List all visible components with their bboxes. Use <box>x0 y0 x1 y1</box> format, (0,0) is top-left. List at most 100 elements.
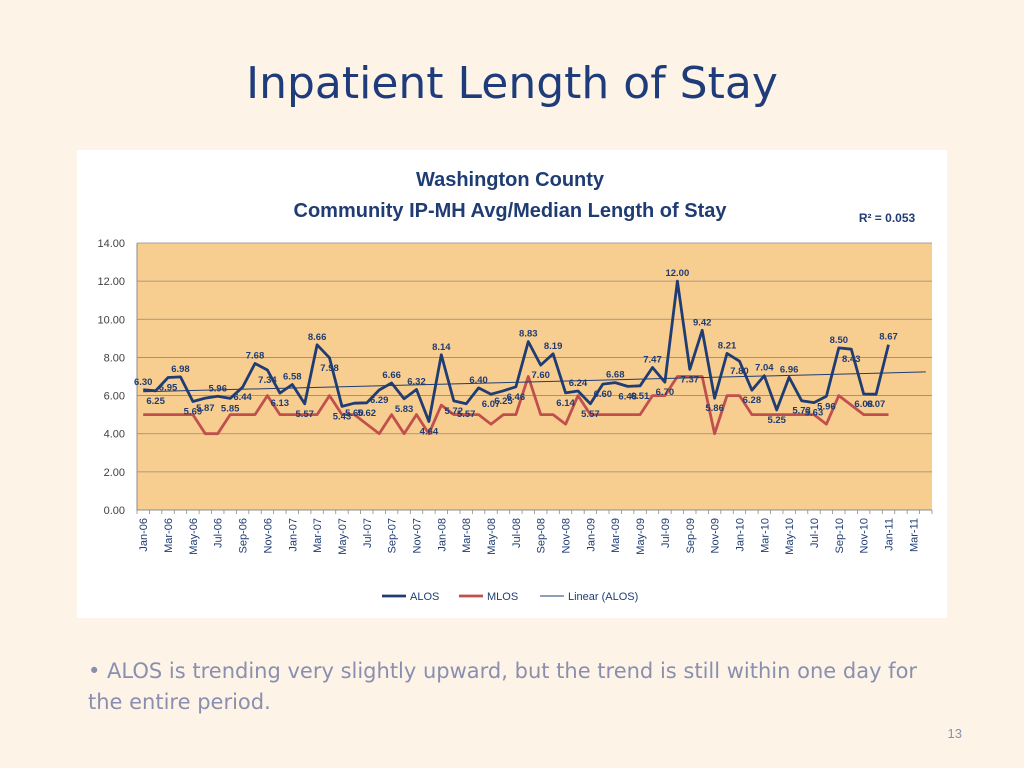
legend-label-alos: ALOS <box>410 591 439 603</box>
data-label: 6.40 <box>469 375 488 386</box>
data-label: 6.25 <box>146 396 165 407</box>
data-label: 7.80 <box>730 366 749 377</box>
y-tick-label: 0.00 <box>104 505 125 517</box>
data-label: 5.96 <box>817 401 836 412</box>
data-label: 6.46 <box>507 392 526 403</box>
data-label: 6.96 <box>780 364 799 375</box>
data-label: 6.14 <box>556 398 575 409</box>
y-tick-label: 14.00 <box>97 238 125 250</box>
data-label: 5.86 <box>705 403 724 414</box>
data-label: 5.85 <box>221 403 240 414</box>
data-label: 7.47 <box>643 355 662 366</box>
x-tick-label: Jul-06 <box>213 518 225 548</box>
x-tick-label: Jan-07 <box>287 518 299 552</box>
data-label: 6.07 <box>867 399 886 410</box>
x-tick-label: Mar-06 <box>163 518 175 553</box>
data-label: 6.24 <box>569 378 588 389</box>
data-label: 6.32 <box>407 376 426 387</box>
x-tick-label: Sep-08 <box>536 518 548 553</box>
x-tick-label: May-08 <box>486 518 498 555</box>
x-tick-label: Jan-11 <box>884 518 896 551</box>
x-tick-label: Mar-08 <box>461 518 473 553</box>
data-label: 5.60 <box>345 408 364 419</box>
data-label: 5.57 <box>295 409 314 420</box>
data-label: 8.66 <box>308 332 327 343</box>
x-tick-label: Nov-08 <box>561 518 573 553</box>
data-label: 8.50 <box>830 335 849 346</box>
series-line-mlos <box>143 375 889 436</box>
data-label: 6.07 <box>482 399 501 410</box>
x-tick-label: May-09 <box>635 518 647 555</box>
y-tick-label: 2.00 <box>104 467 125 479</box>
data-label: 7.98 <box>320 363 339 374</box>
x-tick-label: Mar-11 <box>908 518 920 552</box>
slide-title: Inpatient Length of Stay <box>246 58 778 109</box>
data-label: 9.42 <box>693 317 712 328</box>
data-label: 8.43 <box>842 354 861 365</box>
x-tick-label: Jan-10 <box>734 518 746 552</box>
data-label: 6.51 <box>631 391 650 402</box>
x-tick-label: Nov-10 <box>859 518 871 553</box>
r-squared-annotation: R² = 0.053 <box>859 211 916 225</box>
data-label: 8.83 <box>519 329 538 340</box>
data-label: 7.37 <box>681 374 700 385</box>
chart-frame: Washington County Community IP-MH Avg/Me… <box>77 150 947 618</box>
x-tick-label: Jan-06 <box>138 518 150 552</box>
data-label: 7.68 <box>246 351 265 362</box>
x-tick-label: Nov-07 <box>411 518 423 553</box>
y-tick-label: 8.00 <box>104 352 125 364</box>
data-label: 6.95 <box>159 382 178 393</box>
data-label: 6.08 <box>854 399 873 410</box>
data-label: 8.14 <box>432 342 451 353</box>
data-label: 5.57 <box>457 409 476 420</box>
x-tick-label: Jan-09 <box>585 518 597 552</box>
chart-title: Washington County <box>416 169 605 191</box>
x-tick-label: Sep-07 <box>387 518 399 553</box>
y-tick-label: 12.00 <box>97 276 125 288</box>
chart-subtitle: Community IP-MH Avg/Median Length of Sta… <box>294 200 728 222</box>
x-tick-label: Jul-07 <box>362 518 374 548</box>
data-label: 5.72 <box>445 406 464 417</box>
data-label: 12.00 <box>665 268 689 279</box>
chart-legend: ALOS MLOS Linear (ALOS) <box>382 591 638 603</box>
x-tick-label: Mar-10 <box>759 518 771 553</box>
los-line-chart: Washington County Community IP-MH Avg/Me… <box>97 169 933 603</box>
data-label: 6.28 <box>743 395 762 406</box>
data-label: 6.44 <box>233 392 252 403</box>
data-label: 6.25 <box>494 396 513 407</box>
data-label: 5.87 <box>196 403 215 414</box>
x-tick-label: Sep-06 <box>238 518 250 553</box>
data-label: 5.96 <box>208 383 227 394</box>
x-tick-label: May-07 <box>337 518 349 555</box>
data-label: 6.48 <box>618 391 637 402</box>
data-label: 5.83 <box>395 404 414 415</box>
x-tick-label: Sep-10 <box>834 518 846 553</box>
data-label: 6.13 <box>271 398 290 409</box>
data-label: 8.19 <box>544 341 563 352</box>
x-tick-label: May-06 <box>188 518 200 555</box>
x-tick-label: Jul-09 <box>660 518 672 548</box>
data-label: 6.58 <box>283 372 302 383</box>
data-label: 7.34 <box>258 375 277 386</box>
data-label: 5.57 <box>581 409 600 420</box>
data-label: 7.60 <box>531 370 550 381</box>
y-tick-label: 4.00 <box>104 429 125 441</box>
x-tick-label: Jan-08 <box>436 518 448 552</box>
data-label: 5.25 <box>767 415 786 426</box>
x-tick-label: Nov-06 <box>262 518 274 553</box>
data-label: 6.66 <box>382 370 401 381</box>
y-tick-label: 6.00 <box>104 391 125 403</box>
bullet-point: • ALOS is trending very slightly upward,… <box>88 659 918 714</box>
y-tick-label: 10.00 <box>97 314 125 326</box>
legend-label-mlos: MLOS <box>487 591 518 603</box>
data-label: 5.62 <box>358 408 377 419</box>
data-label: 6.29 <box>370 395 389 406</box>
data-label: 6.30 <box>134 377 153 388</box>
series-line-linear-alos <box>143 371 926 393</box>
data-label: 6.68 <box>606 370 625 381</box>
data-label: 8.67 <box>879 332 898 343</box>
data-label: 5.63 <box>805 408 824 419</box>
data-label: 6.98 <box>171 364 190 375</box>
x-tick-label: Jul-08 <box>511 518 523 548</box>
x-tick-label: Mar-09 <box>610 518 622 553</box>
